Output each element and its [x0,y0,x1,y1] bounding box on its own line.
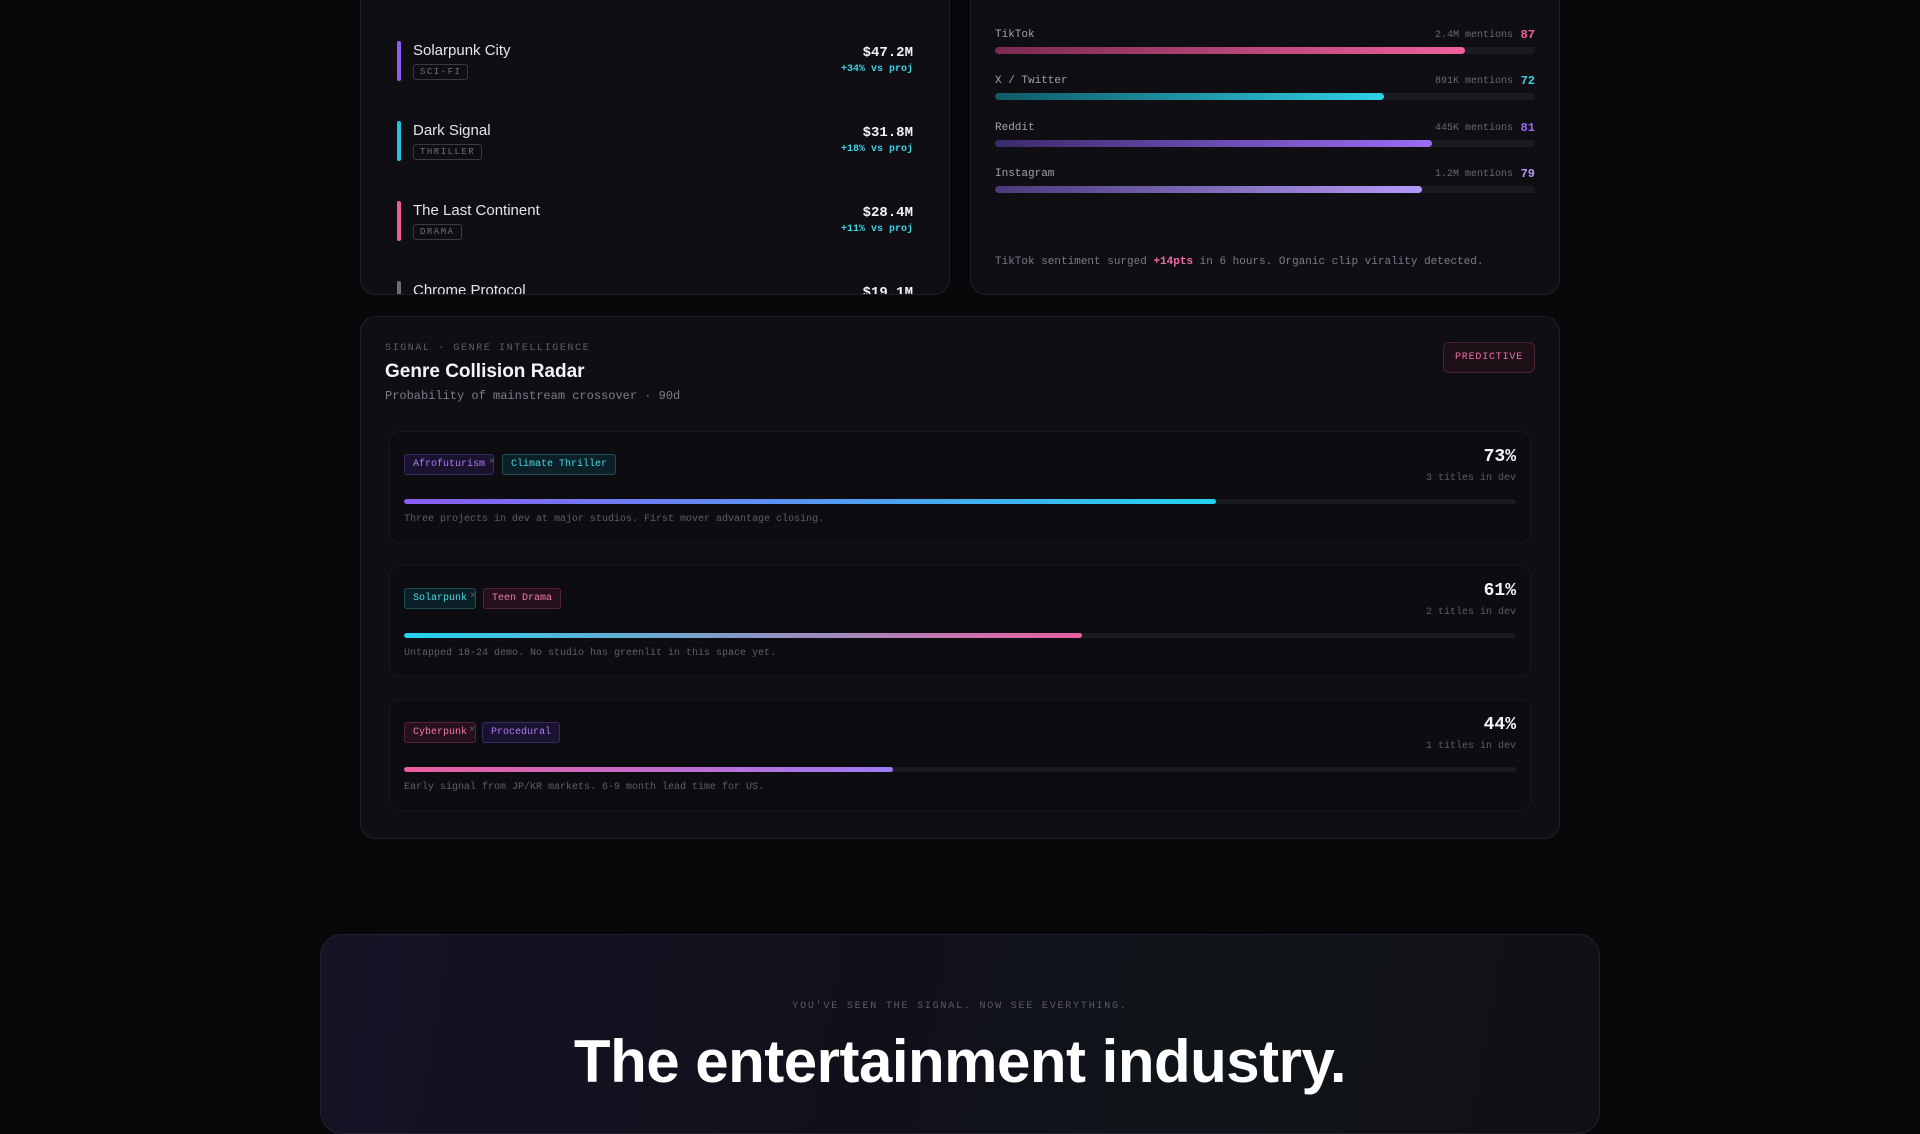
probability-bar-track [404,767,1516,772]
film-delta: +34% vs proj [840,64,913,75]
collision-note: Untapped 18-24 demo. No studio has green… [404,648,777,659]
genre-chip[interactable]: Climate Thriller [502,454,617,475]
sentiment-bar-fill [995,186,1422,193]
sentiment-bar-track [995,186,1535,193]
crossover-probability: 73% [1483,447,1516,467]
insight-suffix: in 6 hours. Organic clip virality detect… [1193,256,1484,268]
platform-mentions: 1.2M mentions [1434,169,1513,180]
film-gross: $31.8M [862,125,913,141]
social-platform-row: TikTok 2.4M mentions 87 [995,28,1535,59]
film-gross: $19.1M [862,285,913,295]
film-row[interactable]: Solarpunk City SCI-FI $47.2M +34% vs pro… [397,41,913,87]
predictive-badge: PREDICTIVE [1442,342,1535,373]
section-kicker: SIGNAL · GENRE INTELLIGENCE [385,343,591,354]
film-accent-bar [397,41,401,81]
social-platform-row: Reddit 445K mentions 81 [995,121,1535,152]
collision-card[interactable]: Solarpunk × Teen Drama 61% 2 titles in d… [389,565,1531,677]
probability-bar-track [404,633,1516,638]
sentiment-bar-fill [995,47,1465,54]
platform-name: X / Twitter [995,75,1068,87]
film-title: Dark Signal [413,122,491,139]
insight-prefix: TikTok sentiment surged [995,256,1154,268]
social-platform-row: Instagram 1.2M mentions 79 [995,167,1535,198]
social-sentiment-panel: TikTok 2.4M mentions 87 X / Twitter 891K… [970,0,1560,295]
film-accent-bar [397,281,401,294]
film-row[interactable]: Dark Signal THRILLER $31.8M +18% vs proj [397,121,913,167]
film-gross: $47.2M [862,45,913,61]
platform-mentions: 2.4M mentions [1434,30,1513,41]
film-title: The Last Continent [413,202,540,219]
probability-bar-fill [404,499,1216,504]
film-row[interactable]: The Last Continent DRAMA $28.4M +11% vs … [397,201,913,247]
collision-card[interactable]: Afrofuturism × Climate Thriller 73% 3 ti… [389,431,1531,543]
film-accent-bar [397,201,401,241]
sentiment-bar-track [995,140,1535,147]
film-delta: +18% vs proj [840,144,913,155]
titles-in-dev: 1 titles in dev [1425,741,1516,752]
sentiment-bar-track [995,47,1535,54]
genre-tag: THRILLER [413,144,483,160]
collision-separator: × [469,725,476,736]
platform-name: Instagram [995,168,1055,180]
platform-name: Reddit [995,122,1035,134]
platform-score: 72 [1520,74,1535,88]
crossover-probability: 44% [1483,715,1516,735]
collision-note: Three projects in dev at major studios. … [404,514,825,525]
probability-bar-track [404,499,1516,504]
sentiment-bar-fill [995,140,1433,147]
social-platform-row: X / Twitter 891K mentions 72 [995,74,1535,105]
film-gross: $28.4M [862,205,913,221]
sentiment-bar-fill [995,93,1384,100]
sentiment-bar-track [995,93,1535,100]
genre-tag: SCI-FI [413,64,469,80]
film-delta: +11% vs proj [840,224,913,235]
cta-headline: The entertainment industry. [573,1028,1347,1095]
platform-score: 81 [1520,121,1535,135]
genre-chip[interactable]: Cyberpunk [404,722,477,743]
box-office-panel: Solarpunk City SCI-FI $47.2M +34% vs pro… [360,0,950,295]
collision-note: Early signal from JP/KR markets. 6-9 mon… [404,782,765,793]
genre-chip[interactable]: Afrofuturism [404,454,495,475]
film-title: Solarpunk City [413,42,511,59]
cta-section: YOU'VE SEEN THE SIGNAL. NOW SEE EVERYTHI… [320,934,1600,1134]
titles-in-dev: 2 titles in dev [1425,607,1516,618]
cta-kicker: YOU'VE SEEN THE SIGNAL. NOW SEE EVERYTHI… [792,1001,1128,1012]
film-row[interactable]: Chrome Protocol $19.1M [397,281,913,295]
platform-score: 87 [1520,28,1535,42]
genre-chip[interactable]: Solarpunk [404,588,477,609]
platform-mentions: 445K mentions [1434,123,1513,134]
section-subtitle: Probability of mainstream crossover · 90… [385,389,681,403]
crossover-probability: 61% [1483,581,1516,601]
platform-score: 79 [1520,167,1535,181]
film-title: Chrome Protocol [413,282,526,295]
genre-chip[interactable]: Procedural [482,722,561,743]
genre-collision-radar-panel: SIGNAL · GENRE INTELLIGENCE Genre Collis… [360,316,1560,839]
genre-chip[interactable]: Teen Drama [483,588,562,609]
sentiment-insight: TikTok sentiment surged +14pts in 6 hour… [995,256,1484,268]
platform-mentions: 891K mentions [1434,76,1513,87]
probability-bar-fill [404,633,1083,638]
film-accent-bar [397,121,401,161]
section-title: Genre Collision Radar [385,361,585,382]
collision-separator: × [489,457,496,468]
insight-highlight: +14pts [1153,256,1194,268]
titles-in-dev: 3 titles in dev [1425,473,1516,484]
probability-bar-fill [404,767,894,772]
genre-tag: DRAMA [413,224,462,240]
platform-name: TikTok [995,29,1035,41]
collision-card[interactable]: Cyberpunk × Procedural 44% 1 titles in d… [389,699,1531,811]
collision-separator: × [470,591,477,602]
